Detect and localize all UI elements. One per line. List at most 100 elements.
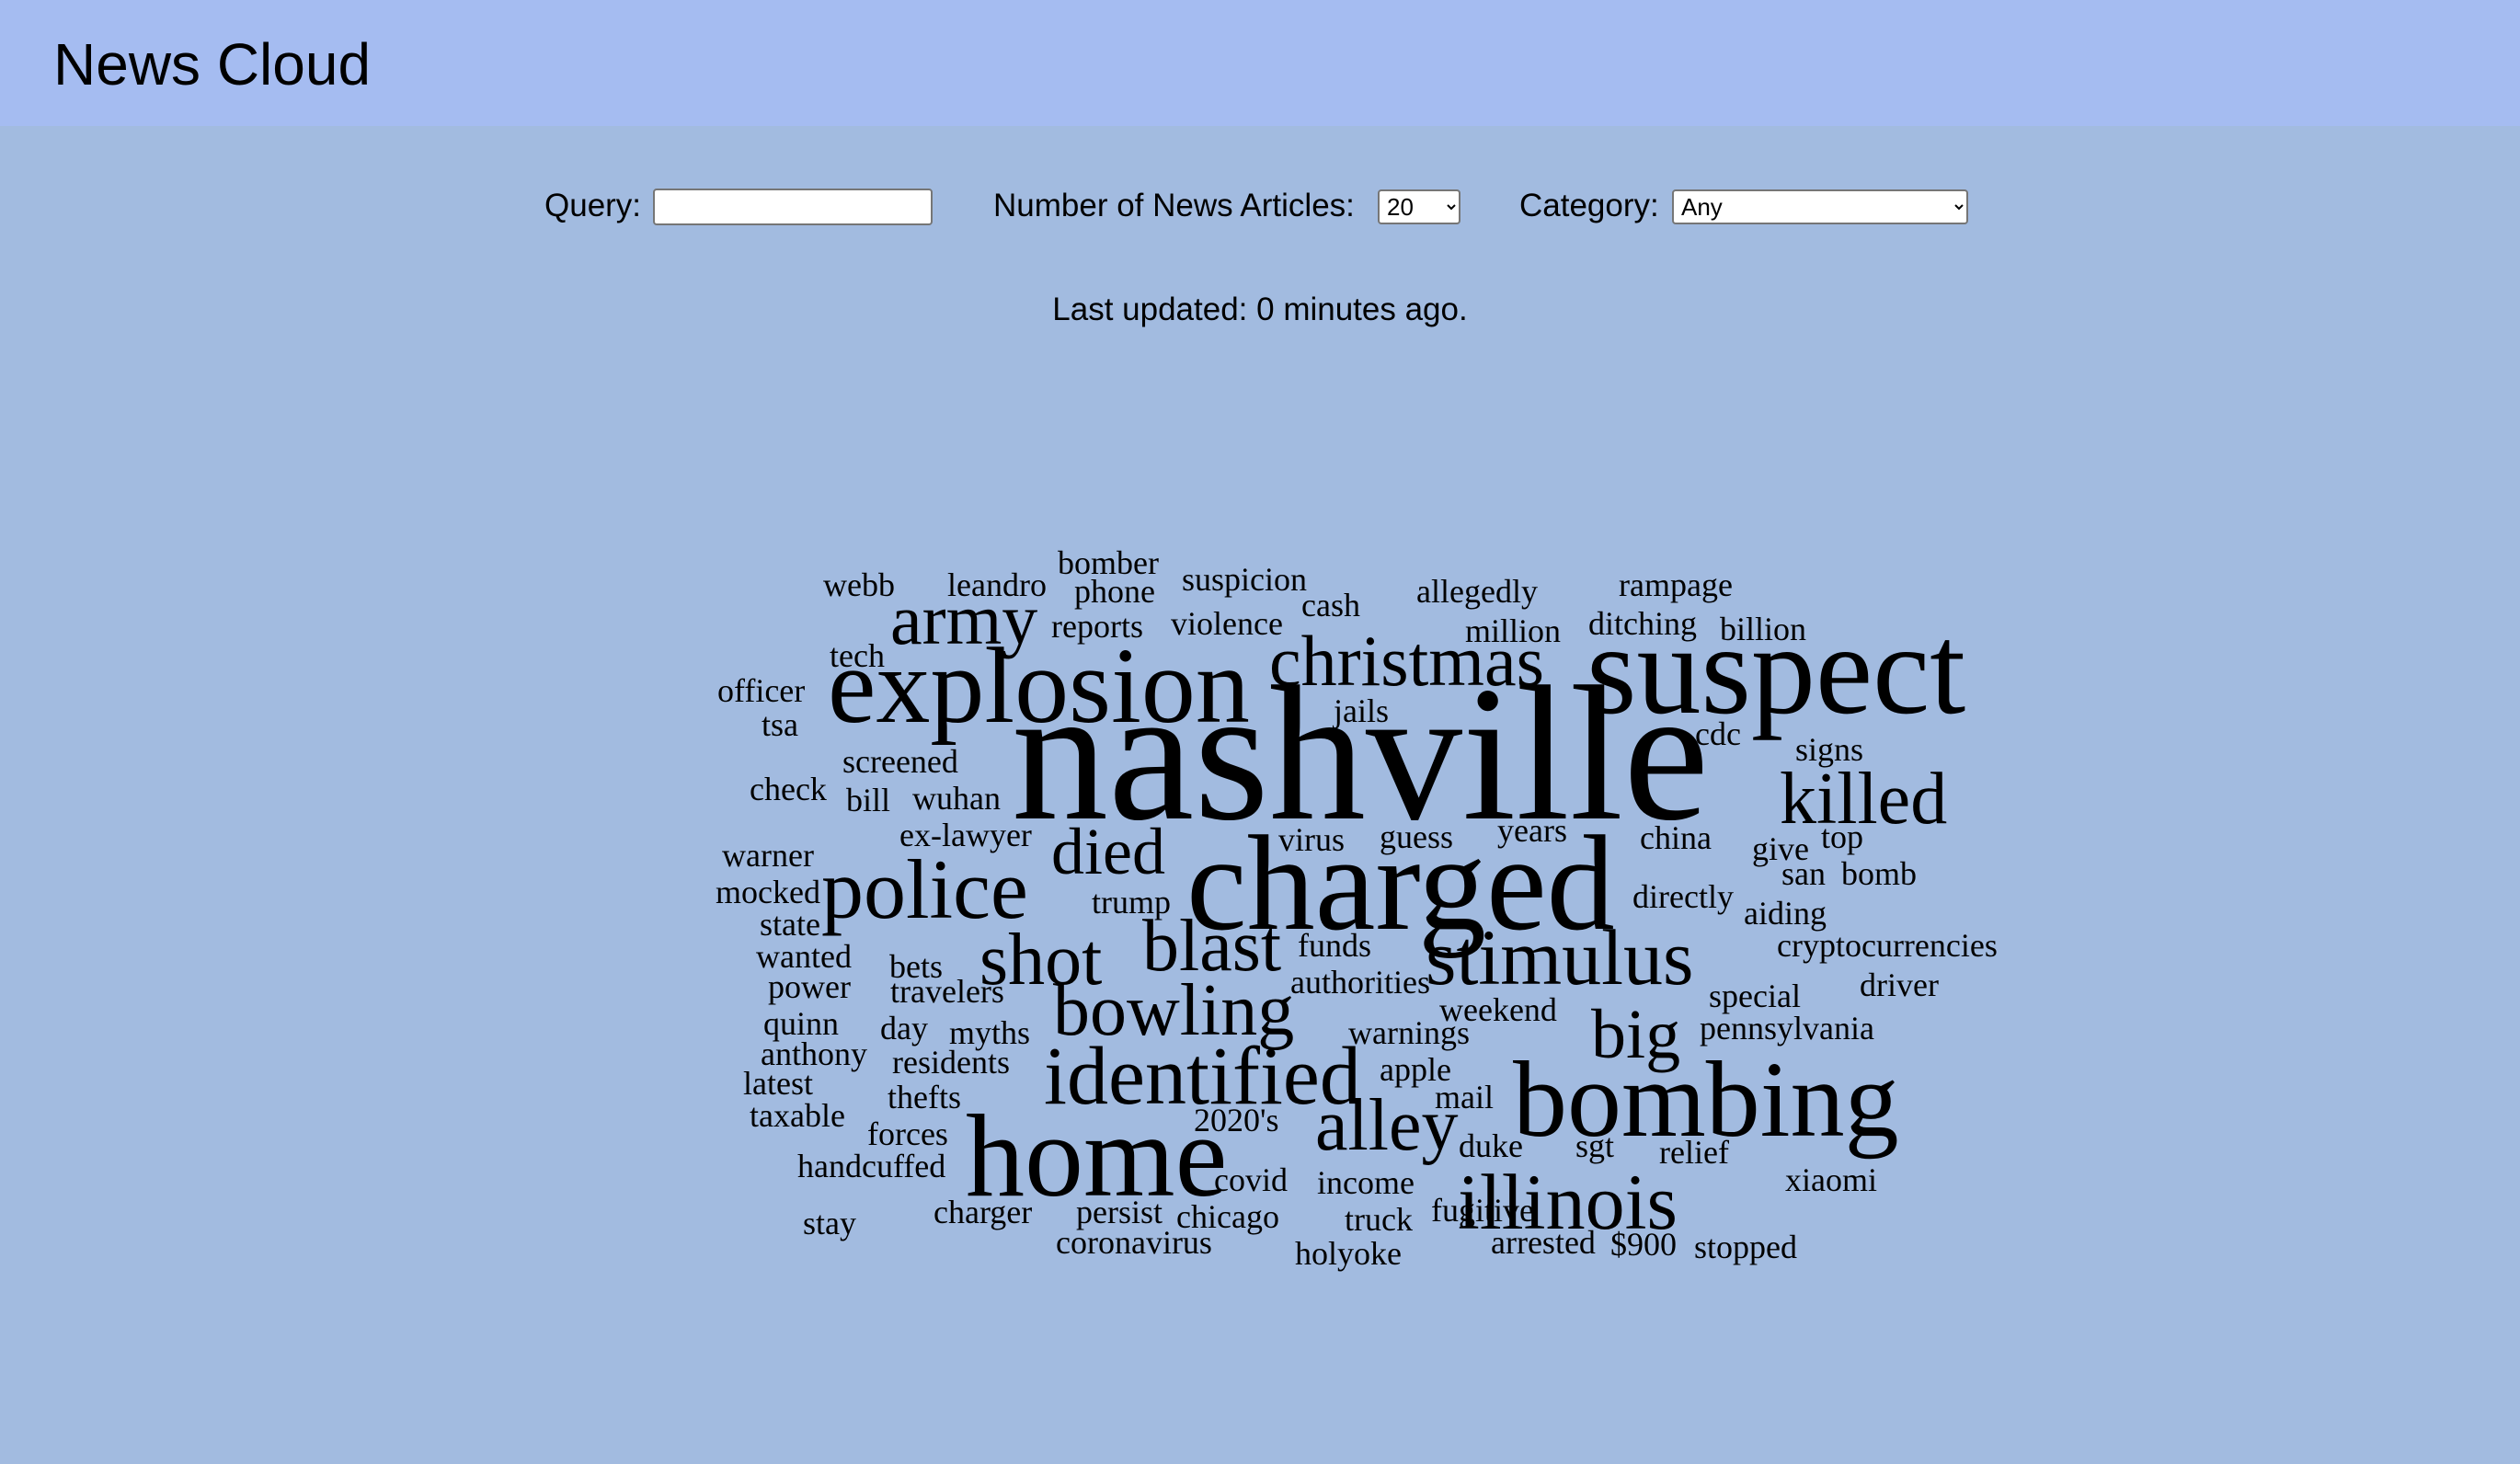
cloud-word: power [768, 968, 851, 1005]
cloud-word: blast [1142, 906, 1281, 987]
cloud-word: top [1821, 818, 1863, 855]
controls-bar: Query: Number of News Articles: 20 Categ… [0, 182, 2520, 232]
cloud-word: fugitive [1431, 1192, 1534, 1229]
cloud-word: nashville [1012, 647, 1709, 861]
cloud-word: cash [1301, 587, 1360, 623]
articles-label: Number of News Articles: [993, 188, 1355, 223]
cloud-word: relief [1659, 1134, 1729, 1171]
cloud-word: warner [722, 837, 814, 874]
cloud-word: ex-lawyer [899, 817, 1032, 853]
cloud-word: illinois [1458, 1158, 1678, 1246]
cloud-word: bomb [1841, 855, 1917, 892]
cloud-word: bomber [1058, 544, 1159, 581]
cloud-word: income [1317, 1164, 1415, 1201]
cloud-word: persist [1076, 1194, 1163, 1230]
cloud-word: truck [1345, 1201, 1413, 1238]
cloud-word: big [1591, 996, 1680, 1073]
cloud-word: officer [717, 672, 805, 709]
cloud-word: bowling [1053, 970, 1294, 1051]
cloud-word: handcuffed [797, 1148, 945, 1184]
cloud-word: thefts [888, 1079, 961, 1115]
query-label: Query: [544, 188, 642, 223]
last-updated-status: Last updated: 0 minutes ago. [1052, 292, 1468, 327]
cloud-word: weekend [1439, 991, 1557, 1028]
cloud-word: china [1640, 819, 1712, 856]
cloud-word: identified [1044, 1031, 1361, 1122]
cloud-word: tsa [762, 706, 798, 743]
cloud-word: forces [867, 1115, 948, 1152]
cloud-word: christmas [1269, 621, 1544, 701]
cloud-word: screened [842, 743, 958, 780]
cloud-word: signs [1795, 731, 1863, 768]
cloud-word: bill [846, 782, 890, 818]
cloud-word: authorities [1290, 964, 1430, 1001]
cloud-word: bets [889, 948, 943, 985]
cloud-word: reports [1051, 608, 1143, 645]
cloud-word: mail [1435, 1079, 1494, 1115]
cloud-word: virus [1278, 821, 1345, 858]
cloud-word: arrested [1491, 1224, 1596, 1261]
cloud-word: day [880, 1010, 928, 1047]
cloud-word: sgt [1575, 1127, 1614, 1164]
query-input[interactable] [653, 189, 933, 225]
cloud-word: charger [934, 1194, 1032, 1230]
cloud-word: state [760, 906, 820, 943]
cloud-word: myths [949, 1014, 1030, 1051]
cloud-word: leandro [947, 566, 1047, 603]
cloud-word: phone [1074, 573, 1155, 610]
cloud-word: stay [803, 1205, 856, 1241]
cloud-word: anthony [761, 1035, 867, 1072]
cloud-word: travelers [890, 973, 1004, 1010]
cloud-word: bombing [1513, 1039, 1899, 1160]
cloud-word: million [1465, 612, 1561, 649]
cloud-word: pennsylvania [1700, 1010, 1874, 1047]
cloud-word: army [890, 579, 1037, 659]
cloud-word: died [1051, 815, 1165, 888]
cloud-word: coronavirus [1056, 1224, 1212, 1261]
cloud-word: $900 [1610, 1226, 1677, 1263]
cloud-word: allegedly [1416, 573, 1538, 610]
cloud-word: suspect [1586, 599, 1965, 741]
cloud-word: violence [1171, 605, 1283, 642]
category-label: Category: [1519, 188, 1659, 223]
cloud-word: alley [1315, 1085, 1458, 1166]
cloud-word: chicago [1176, 1198, 1279, 1235]
cloud-word: years [1497, 812, 1567, 849]
cloud-word: driver [1860, 966, 1939, 1003]
cloud-word: stimulus [1426, 913, 1694, 1001]
cloud-word: webb [823, 566, 895, 603]
cloud-word: killed [1780, 759, 1947, 840]
cloud-word: mocked [716, 874, 820, 910]
cloud-word: wanted [756, 938, 852, 975]
cloud-word: tech [830, 637, 885, 674]
cloud-word: explosion [828, 625, 1250, 746]
cloud-word: warnings [1348, 1014, 1470, 1051]
articles-count-select[interactable]: 20 [1378, 189, 1460, 224]
cloud-word: xiaomi [1785, 1161, 1877, 1198]
category-select[interactable]: Any [1672, 189, 1968, 224]
cloud-word: suspicion [1182, 561, 1307, 598]
cloud-word: give [1752, 830, 1809, 867]
cloud-word: home [966, 1091, 1227, 1221]
cloud-word: police [821, 842, 1028, 936]
cloud-word: ditching [1588, 605, 1697, 642]
main-panel [0, 126, 2520, 1464]
cloud-word: 2020's [1194, 1102, 1279, 1138]
cloud-word: check [750, 771, 827, 807]
cloud-word: taxable [750, 1097, 845, 1134]
cloud-word: quinn [763, 1005, 839, 1042]
cloud-word: charged [1186, 808, 1615, 959]
cloud-word: jails [1332, 692, 1389, 729]
cloud-word: cdc [1695, 715, 1741, 752]
cloud-word: san [1781, 855, 1826, 892]
cloud-word: rampage [1619, 566, 1733, 603]
cloud-word: cryptocurrencies [1777, 927, 1998, 964]
cloud-word: covid [1214, 1161, 1288, 1198]
cloud-word: trump [1092, 884, 1171, 921]
cloud-word: latest [743, 1065, 813, 1102]
cloud-word: funds [1298, 927, 1371, 964]
app-header: News Cloud [0, 0, 2520, 126]
cloud-word: directly [1632, 878, 1734, 915]
cloud-word: apple [1380, 1051, 1451, 1088]
